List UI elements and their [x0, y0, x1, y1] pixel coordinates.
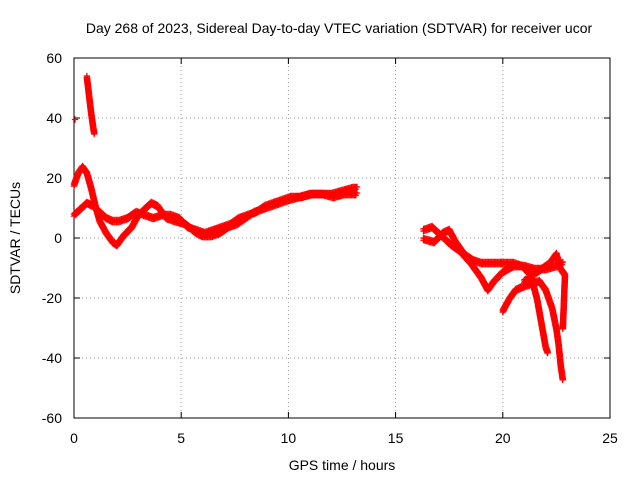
data-point — [559, 375, 567, 383]
x-tick-label: 20 — [495, 430, 511, 446]
data-point — [353, 189, 361, 197]
grid — [74, 58, 610, 418]
data-point — [91, 129, 98, 137]
series-late-trace-d — [521, 249, 569, 333]
y-tick-label: -60 — [42, 410, 62, 426]
data-marks — [70, 72, 569, 384]
y-tick-label: -20 — [42, 290, 62, 306]
x-tick-label: 25 — [602, 430, 618, 446]
x-axis-label: GPS time / hours — [289, 457, 396, 473]
x-tick-label: 5 — [177, 430, 185, 446]
data-point — [544, 348, 552, 356]
tick-labels: 0 5 10 15 20 25 -60 -40 -20 0 20 40 60 — [42, 50, 618, 446]
data-point — [559, 324, 567, 332]
x-tick-label: 0 — [70, 430, 78, 446]
y-tick-label: -40 — [42, 350, 62, 366]
data-point — [353, 183, 361, 191]
chart-title: Day 268 of 2023, Sidereal Day-to-day VTE… — [86, 20, 593, 36]
y-tick-label: 40 — [46, 110, 62, 126]
series-early-spike — [83, 72, 98, 138]
x-tick-label: 10 — [281, 430, 297, 446]
x-tick-label: 15 — [388, 430, 404, 446]
axis-ticks — [73, 57, 611, 419]
data-point — [71, 116, 79, 123]
y-tick-label: 20 — [46, 170, 62, 186]
series-trace-b — [70, 189, 361, 238]
series-isolated-point — [71, 116, 79, 123]
y-axis-label: SDTVAR / TECUs — [7, 182, 23, 294]
y-tick-label: 60 — [46, 50, 62, 66]
y-tick-label: 0 — [54, 230, 62, 246]
